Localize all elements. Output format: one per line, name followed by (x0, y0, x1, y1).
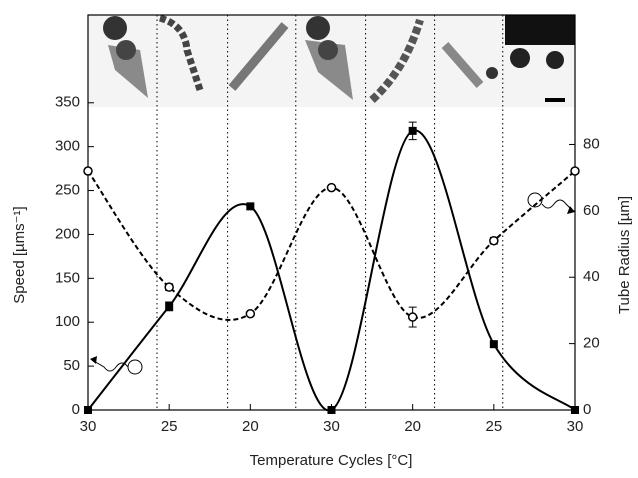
marker (327, 406, 336, 414)
marker (165, 302, 174, 311)
annotation-arrowhead (90, 356, 97, 364)
y-axis-label: Speed [µms⁻¹] (11, 206, 28, 303)
marker (83, 166, 93, 176)
y-tick-label: 200 (55, 225, 80, 242)
marker (246, 202, 255, 211)
marker (245, 308, 256, 319)
image (103, 16, 127, 40)
image (158, 14, 204, 92)
image (510, 48, 530, 68)
image (306, 16, 330, 40)
y2-tick-label: 60 (583, 202, 600, 219)
image (108, 45, 148, 98)
x-tick-label: 30 (80, 418, 97, 435)
y-tick-label: 300 (55, 138, 80, 155)
y-tick-label: 150 (55, 269, 80, 286)
scale-bar (545, 98, 565, 102)
y2-axis-label: Tube Radius [µm] (616, 196, 633, 314)
series-line (87, 170, 576, 321)
image (305, 40, 353, 100)
marker (407, 312, 418, 322)
annotation-circle (127, 359, 143, 375)
image (228, 22, 289, 91)
marker (571, 406, 579, 414)
marker (570, 166, 580, 176)
y-tick-label: 100 (55, 313, 80, 330)
y-tick-label: 250 (55, 182, 80, 199)
y2-tick-label: 0 (583, 401, 591, 418)
image (116, 40, 136, 60)
y2-tick-label: 80 (583, 135, 600, 152)
x-tick-label: 20 (404, 418, 421, 435)
series-line (87, 129, 576, 412)
x-axis-label: Temperature Cycles [°C] (250, 452, 413, 469)
marker (326, 182, 337, 193)
x-tick-label: 20 (242, 418, 259, 435)
micrographs (88, 14, 575, 107)
x-tick-label: 25 (161, 418, 178, 435)
x-tick-label: 30 (323, 418, 340, 435)
marker (489, 340, 498, 349)
x-tick-label: 30 (567, 418, 584, 435)
marker (84, 406, 92, 414)
image (546, 51, 564, 69)
y2-tick-label: 40 (583, 268, 600, 285)
image (441, 42, 484, 88)
image (505, 15, 575, 45)
annotations (90, 192, 575, 375)
x-tick-label: 25 (485, 418, 502, 435)
image (318, 40, 338, 60)
y-tick-label: 50 (63, 357, 80, 374)
image (486, 67, 498, 79)
y2-tick-label: 20 (583, 335, 600, 352)
y-tick-label: 0 (72, 401, 80, 418)
annotation-arrow (541, 199, 573, 211)
image (369, 18, 424, 103)
marker (164, 282, 174, 292)
marker (408, 126, 417, 135)
marker (489, 235, 499, 246)
y-tick-label: 350 (55, 94, 80, 111)
annotation-arrowhead (567, 206, 575, 214)
